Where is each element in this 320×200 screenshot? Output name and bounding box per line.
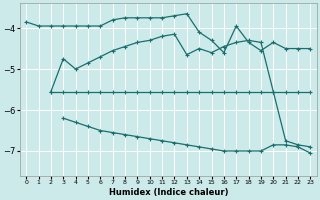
X-axis label: Humidex (Indice chaleur): Humidex (Indice chaleur) bbox=[108, 188, 228, 197]
